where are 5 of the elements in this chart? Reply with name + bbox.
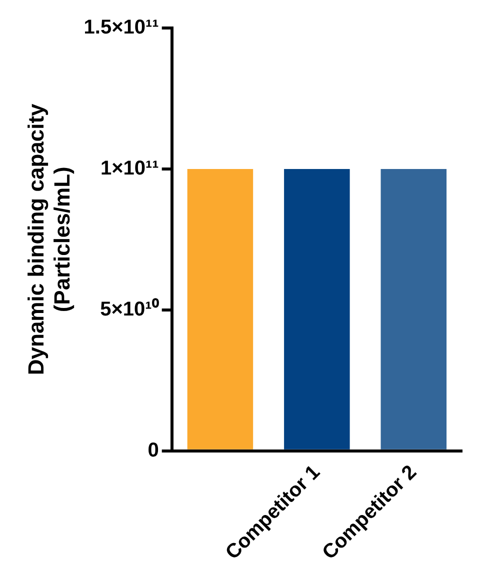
y-axis-title: Dynamic binding capacity (Particles/mL) xyxy=(23,102,75,376)
y-tick-label: 1×10¹¹ xyxy=(100,157,160,180)
y-tick-label: 0 xyxy=(148,439,159,462)
y-tick-label: 5×10¹⁰ xyxy=(100,297,159,320)
y-tick-label: 1.5×10¹¹ xyxy=(84,16,160,39)
